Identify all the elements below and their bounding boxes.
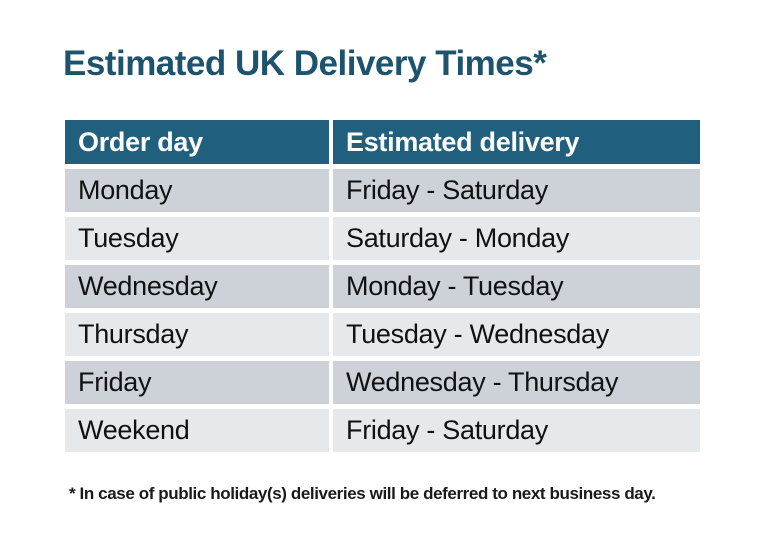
cell-estimated-delivery: Monday - Tuesday [333, 265, 700, 308]
delivery-times-table: Order day Estimated delivery Monday Frid… [65, 120, 700, 452]
page-title: Estimated UK Delivery Times* [63, 44, 547, 83]
column-header-estimated-delivery: Estimated delivery [333, 120, 700, 164]
cell-order-day: Thursday [65, 313, 329, 356]
cell-order-day: Weekend [65, 409, 329, 452]
cell-order-day: Monday [65, 169, 329, 212]
cell-order-day: Tuesday [65, 217, 329, 260]
footnote: * In case of public holiday(s) deliverie… [69, 484, 656, 503]
cell-order-day: Wednesday [65, 265, 329, 308]
cell-estimated-delivery: Wednesday - Thursday [333, 361, 700, 404]
cell-estimated-delivery: Saturday - Monday [333, 217, 700, 260]
cell-order-day: Friday [65, 361, 329, 404]
cell-estimated-delivery: Friday - Saturday [333, 169, 700, 212]
cell-estimated-delivery: Tuesday - Wednesday [333, 313, 700, 356]
cell-estimated-delivery: Friday - Saturday [333, 409, 700, 452]
column-header-order-day: Order day [65, 120, 329, 164]
